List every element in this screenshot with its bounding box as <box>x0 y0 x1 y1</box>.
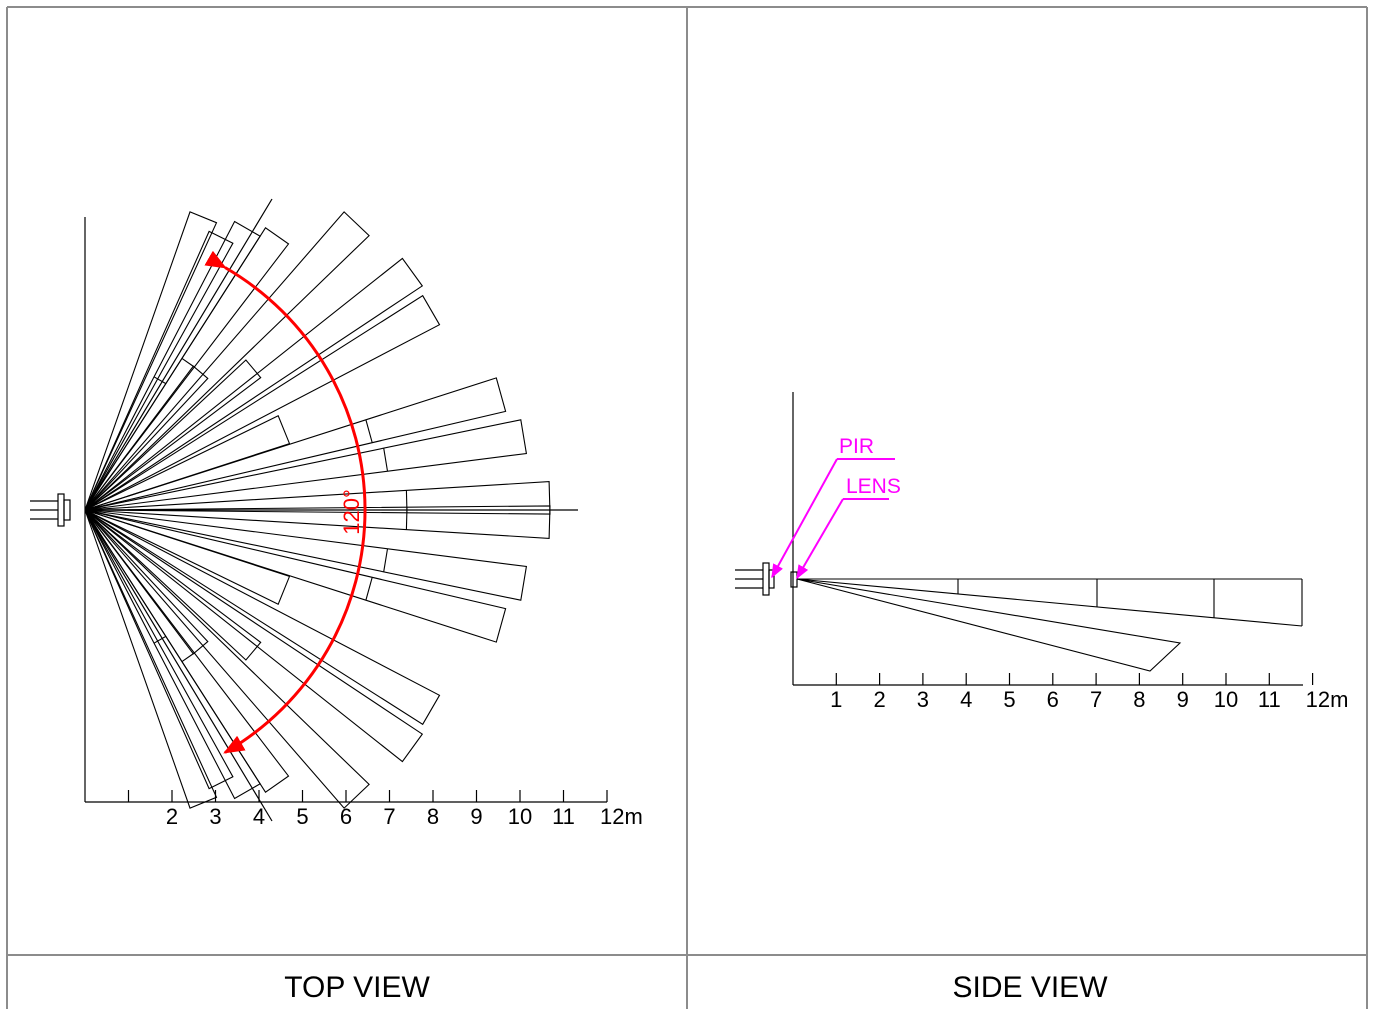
zone-divider <box>405 507 408 530</box>
zone-divider <box>383 548 389 572</box>
side-view-caption: SIDE VIEW <box>952 971 1108 1004</box>
detection-zone <box>84 227 290 511</box>
top-axis-tick-label: 5 <box>296 804 308 829</box>
side-axis-tick-label: 8 <box>1133 687 1145 712</box>
near-zone <box>84 359 262 511</box>
side-axis-tick-label: 5 <box>1003 687 1015 712</box>
near-zone <box>84 509 262 661</box>
near-zone <box>84 365 209 511</box>
zone-divider <box>181 652 195 663</box>
detection-zone <box>84 211 218 511</box>
zone-divider <box>365 577 373 601</box>
top-axis-tick-label: 10 <box>508 804 532 829</box>
detection-zone <box>84 509 528 601</box>
top-axis-tick-label: 6 <box>340 804 352 829</box>
zone-divider <box>153 376 167 385</box>
side-axis-tick-label: 7 <box>1090 687 1102 712</box>
side-view-axis-ticks <box>835 673 1314 685</box>
pir-callout: PIR <box>771 435 895 579</box>
lens-callout: LENS <box>796 475 901 580</box>
lens-label: LENS <box>846 475 901 498</box>
detection-zone <box>84 230 234 511</box>
lens-icon <box>790 571 798 588</box>
side-axis-tick-label: 2 <box>873 687 885 712</box>
sensor-side-icon <box>735 562 775 596</box>
detection-zone <box>84 509 370 809</box>
diagram-frame <box>6 6 1368 1009</box>
detection-zone <box>84 509 507 643</box>
detection-zone <box>84 509 261 800</box>
top-view-panel: 2 3 4 5 6 7 8 9 10 11 12m 120° TOP VIEW <box>30 198 643 1004</box>
top-view-axis-ticks <box>127 790 608 802</box>
side-view-axis-tick-labels: 1 2 3 4 5 6 7 8 9 10 11 12m <box>830 687 1348 712</box>
top-axis-tick-label: 3 <box>209 804 221 829</box>
side-view-panel: 1 2 3 4 5 6 7 8 9 10 11 12m PIR <box>735 392 1348 1004</box>
side-view-detection-zones <box>796 578 1303 672</box>
detection-zone <box>84 509 290 793</box>
top-view-caption: TOP VIEW <box>284 971 430 1004</box>
zone-divider <box>153 635 167 644</box>
detection-zone <box>84 220 261 511</box>
coverage-angle-label: 120° <box>339 489 364 535</box>
sensor-top-icon <box>30 493 71 527</box>
side-axis-tick-label: 10 <box>1214 687 1238 712</box>
top-axis-tick-label: 9 <box>470 804 482 829</box>
detection-zone <box>84 509 441 726</box>
side-axis-tick-label: 1 <box>830 687 842 712</box>
detection-zone <box>84 509 234 790</box>
zone-divider <box>365 419 373 443</box>
detection-zone <box>84 211 370 511</box>
near-zone <box>84 415 291 511</box>
detection-zone <box>84 294 441 511</box>
top-axis-tick-label: 8 <box>427 804 439 829</box>
side-axis-tick-label: 11 <box>1258 687 1281 712</box>
side-axis-tick-label: 12m <box>1306 687 1349 712</box>
top-axis-tick-label: 12m <box>600 804 643 829</box>
coverage-angle-indicator: 120° <box>204 250 367 754</box>
top-view-axis-tick-labels: 2 3 4 5 6 7 8 9 10 11 12m <box>166 804 643 829</box>
side-axis-tick-label: 4 <box>960 687 972 712</box>
near-zone <box>84 509 209 655</box>
side-axis-tick-label: 6 <box>1047 687 1059 712</box>
top-axis-tick-label: 11 <box>552 804 575 829</box>
zone-divider <box>181 357 195 368</box>
pir-label: PIR <box>839 435 874 458</box>
top-axis-tick-label: 4 <box>253 804 265 829</box>
coverage-angle-arc <box>204 250 367 754</box>
detection-zone <box>84 419 528 511</box>
side-axis-tick-label: 3 <box>917 687 929 712</box>
top-axis-tick-label: 7 <box>383 804 395 829</box>
side-axis-tick-label: 9 <box>1177 687 1189 712</box>
near-zone <box>84 509 291 605</box>
detection-zone <box>84 377 507 511</box>
detection-zone <box>84 505 551 539</box>
zone-divider <box>383 448 389 472</box>
top-axis-tick-label: 2 <box>166 804 178 829</box>
detection-zone <box>84 509 218 809</box>
detection-zone <box>84 481 551 515</box>
